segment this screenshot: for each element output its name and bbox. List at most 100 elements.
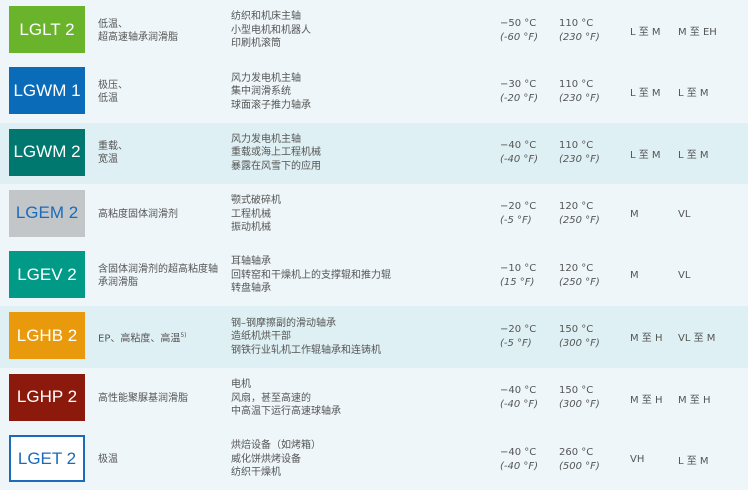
- table-row: LGLT 2 低温、 超高速轴承润滑脂 纺织和机床主轴 小型电机和机器人 印刷机滚筒 −50…: [0, 0, 748, 62]
- product-badge: LGWM 1: [9, 67, 85, 115]
- rating-2: L 至 M: [678, 149, 709, 161]
- description-line: 极温: [98, 454, 118, 466]
- description-line: 低温: [98, 92, 118, 104]
- application-line: 钢–钢摩擦副的滑动轴承: [231, 317, 336, 329]
- application-line: 纺织和机床主轴: [231, 11, 301, 23]
- application-line: 钢铁行业轧机工作辊轴承和连铸机: [231, 344, 381, 356]
- max-temperature: 150 °C (300 °F): [559, 306, 600, 367]
- min-temp-c: −40 °C: [500, 385, 537, 397]
- product-description: 含固体润滑剂的超高粘度轴承润滑脂: [98, 245, 223, 306]
- rating-2: VL 至 M: [678, 333, 716, 345]
- rating-1: M 至 H: [630, 394, 663, 406]
- product-description: 高性能聚脲基润滑脂: [98, 368, 223, 429]
- applications: 电机 风扇，甚至高速的 中高温下运行高速球轴承: [231, 368, 491, 429]
- rating-1: L 至 M: [630, 27, 661, 38]
- min-temp-f: (-60 °F): [500, 31, 539, 43]
- min-temperature: −50 °C (-60 °F): [500, 0, 538, 61]
- max-temp-f: (230 °F): [559, 31, 600, 43]
- application-line: 中高温下运行高速球轴承: [231, 406, 341, 418]
- application-line: 振动机械: [231, 222, 271, 234]
- description-line: 低温、: [98, 18, 128, 30]
- product-badge: LGET 2: [9, 435, 85, 483]
- application-line: 威化饼烘烤设备: [231, 453, 301, 465]
- product-description: 极压、 低温: [98, 61, 223, 122]
- max-temp-c: 110 °C: [559, 78, 594, 90]
- application-line: 回转窑和干燥机上的支撑辊和推力辊: [231, 269, 391, 281]
- description-line: 含固体润滑剂的超高粘度轴承润滑脂: [98, 263, 218, 288]
- application-line: 印刷机滚筒: [231, 38, 281, 50]
- rating-2: M 至 H: [678, 394, 711, 406]
- max-temp-f: (300 °F): [559, 399, 600, 411]
- application-line: 重载或海上工程机械: [231, 147, 321, 159]
- max-temp-c: 120 °C: [559, 201, 594, 213]
- max-temp-c: 150 °C: [559, 385, 594, 397]
- rating-1: L 至 M: [630, 88, 661, 100]
- min-temp-c: −40 °C: [500, 140, 537, 152]
- description-line: 超高速轴承润滑脂: [98, 31, 178, 43]
- applications: 纺织和机床主轴 小型电机和机器人 印刷机滚筒: [231, 0, 491, 61]
- max-temperature: 110 °C (230 °F): [559, 61, 600, 122]
- applications: 风力发电机主轴 集中润滑系统 球面滚子推力轴承: [231, 61, 491, 122]
- max-temp-f: (250 °F): [559, 276, 600, 288]
- rating-2: L 至 M: [678, 456, 709, 468]
- max-temp-c: 110 °C: [559, 140, 594, 152]
- rating-1: M: [630, 270, 639, 282]
- min-temp-f: (-5 °F): [500, 215, 532, 227]
- min-temperature: −40 °C (-40 °F): [500, 368, 538, 429]
- application-line: 小型电机和机器人: [231, 24, 311, 36]
- product-badge: LGEV 2: [9, 251, 85, 299]
- description-line: 重载、: [98, 141, 128, 153]
- max-temp-f: (230 °F): [559, 92, 600, 104]
- description-line: 极压、: [98, 79, 128, 91]
- description-line: 高粘度固体润滑剂: [98, 208, 178, 220]
- max-temperature: 110 °C (230 °F): [559, 0, 600, 61]
- rating-1: M 至 H: [630, 333, 663, 345]
- application-line: 集中润滑系统: [231, 86, 291, 98]
- application-line: 转盘轴承: [231, 283, 271, 295]
- min-temp-c: −20 °C: [500, 323, 537, 335]
- product-badge: LGHB 2: [9, 312, 85, 360]
- rating-2: L 至 M: [678, 88, 709, 100]
- min-temp-f: (-40 °F): [500, 154, 539, 166]
- rating-2: M 至 EH: [678, 27, 717, 38]
- min-temp-f: (-20 °F): [500, 92, 539, 104]
- table-row: LGEV 2 含固体润滑剂的超高粘度轴承润滑脂 耳轴轴承 回转窑和干燥机上的支撑辊和推…: [0, 245, 748, 307]
- applications: 风力发电机主轴 重载或海上工程机械 暴露在风雪下的应用: [231, 123, 491, 184]
- applications: 烘焙设备（如烤箱） 威化饼烘烤设备 纺织干燥机: [231, 429, 491, 490]
- application-line: 球面滚子推力轴承: [231, 99, 311, 111]
- footnote-marker: 5): [180, 331, 187, 339]
- max-temperature: 260 °C (500 °F): [559, 429, 600, 490]
- min-temp-c: −10 °C: [500, 262, 537, 274]
- min-temp-f: (15 °F): [500, 276, 535, 288]
- min-temp-c: −40 °C: [500, 446, 537, 458]
- application-line: 耳轴轴承: [231, 256, 271, 268]
- applications: 耳轴轴承 回转窑和干燥机上的支撑辊和推力辊 转盘轴承: [231, 245, 491, 306]
- min-temperature: −40 °C (-40 °F): [500, 123, 538, 184]
- product-description: EP、高粘度、高温5): [98, 306, 223, 367]
- table-row: LGWM 1 极压、 低温 风力发电机主轴 集中润滑系统 球面滚子推力轴承 −30 °C (-…: [0, 61, 748, 123]
- table-row: LGHB 2 EP、高粘度、高温5) 钢–钢摩擦副的滑动轴承 造纸机烘干部 钢铁行业轧机…: [0, 306, 748, 368]
- application-line: 工程机械: [231, 208, 271, 220]
- product-badge: LGHP 2: [9, 373, 85, 421]
- application-line: 纺织干燥机: [231, 467, 281, 479]
- max-temp-f: (500 °F): [559, 460, 600, 472]
- table-row: LGEM 2 高粘度固体润滑剂 颚式破碎机 工程机械 振动机械 −20 °C (-5 °F)…: [0, 183, 748, 246]
- application-line: 风力发电机主轴: [231, 133, 301, 145]
- rating-1: L 至 M: [630, 149, 661, 161]
- applications: 颚式破碎机 工程机械 振动机械: [231, 184, 491, 245]
- min-temperature: −10 °C (15 °F): [500, 245, 536, 306]
- product-badge: LGLT 2: [9, 6, 85, 53]
- max-temperature: 120 °C (250 °F): [559, 184, 600, 245]
- application-line: 造纸机烘干部: [231, 331, 291, 343]
- min-temperature: −40 °C (-40 °F): [500, 429, 538, 490]
- application-line: 风扇，甚至高速的: [231, 392, 311, 404]
- min-temperature: −20 °C (-5 °F): [500, 184, 536, 245]
- rating-1: VH: [630, 454, 645, 466]
- rating-2: VL: [678, 270, 691, 282]
- max-temp-c: 150 °C: [559, 323, 594, 335]
- max-temp-c: 110 °C: [559, 17, 594, 29]
- max-temperature: 150 °C (300 °F): [559, 368, 600, 429]
- max-temperature: 110 °C (230 °F): [559, 123, 600, 184]
- table-row: LGHP 2 高性能聚脲基润滑脂 电机 风扇，甚至高速的 中高温下运行高速球轴承 −40 …: [0, 367, 748, 430]
- min-temp-f: (-40 °F): [500, 460, 539, 472]
